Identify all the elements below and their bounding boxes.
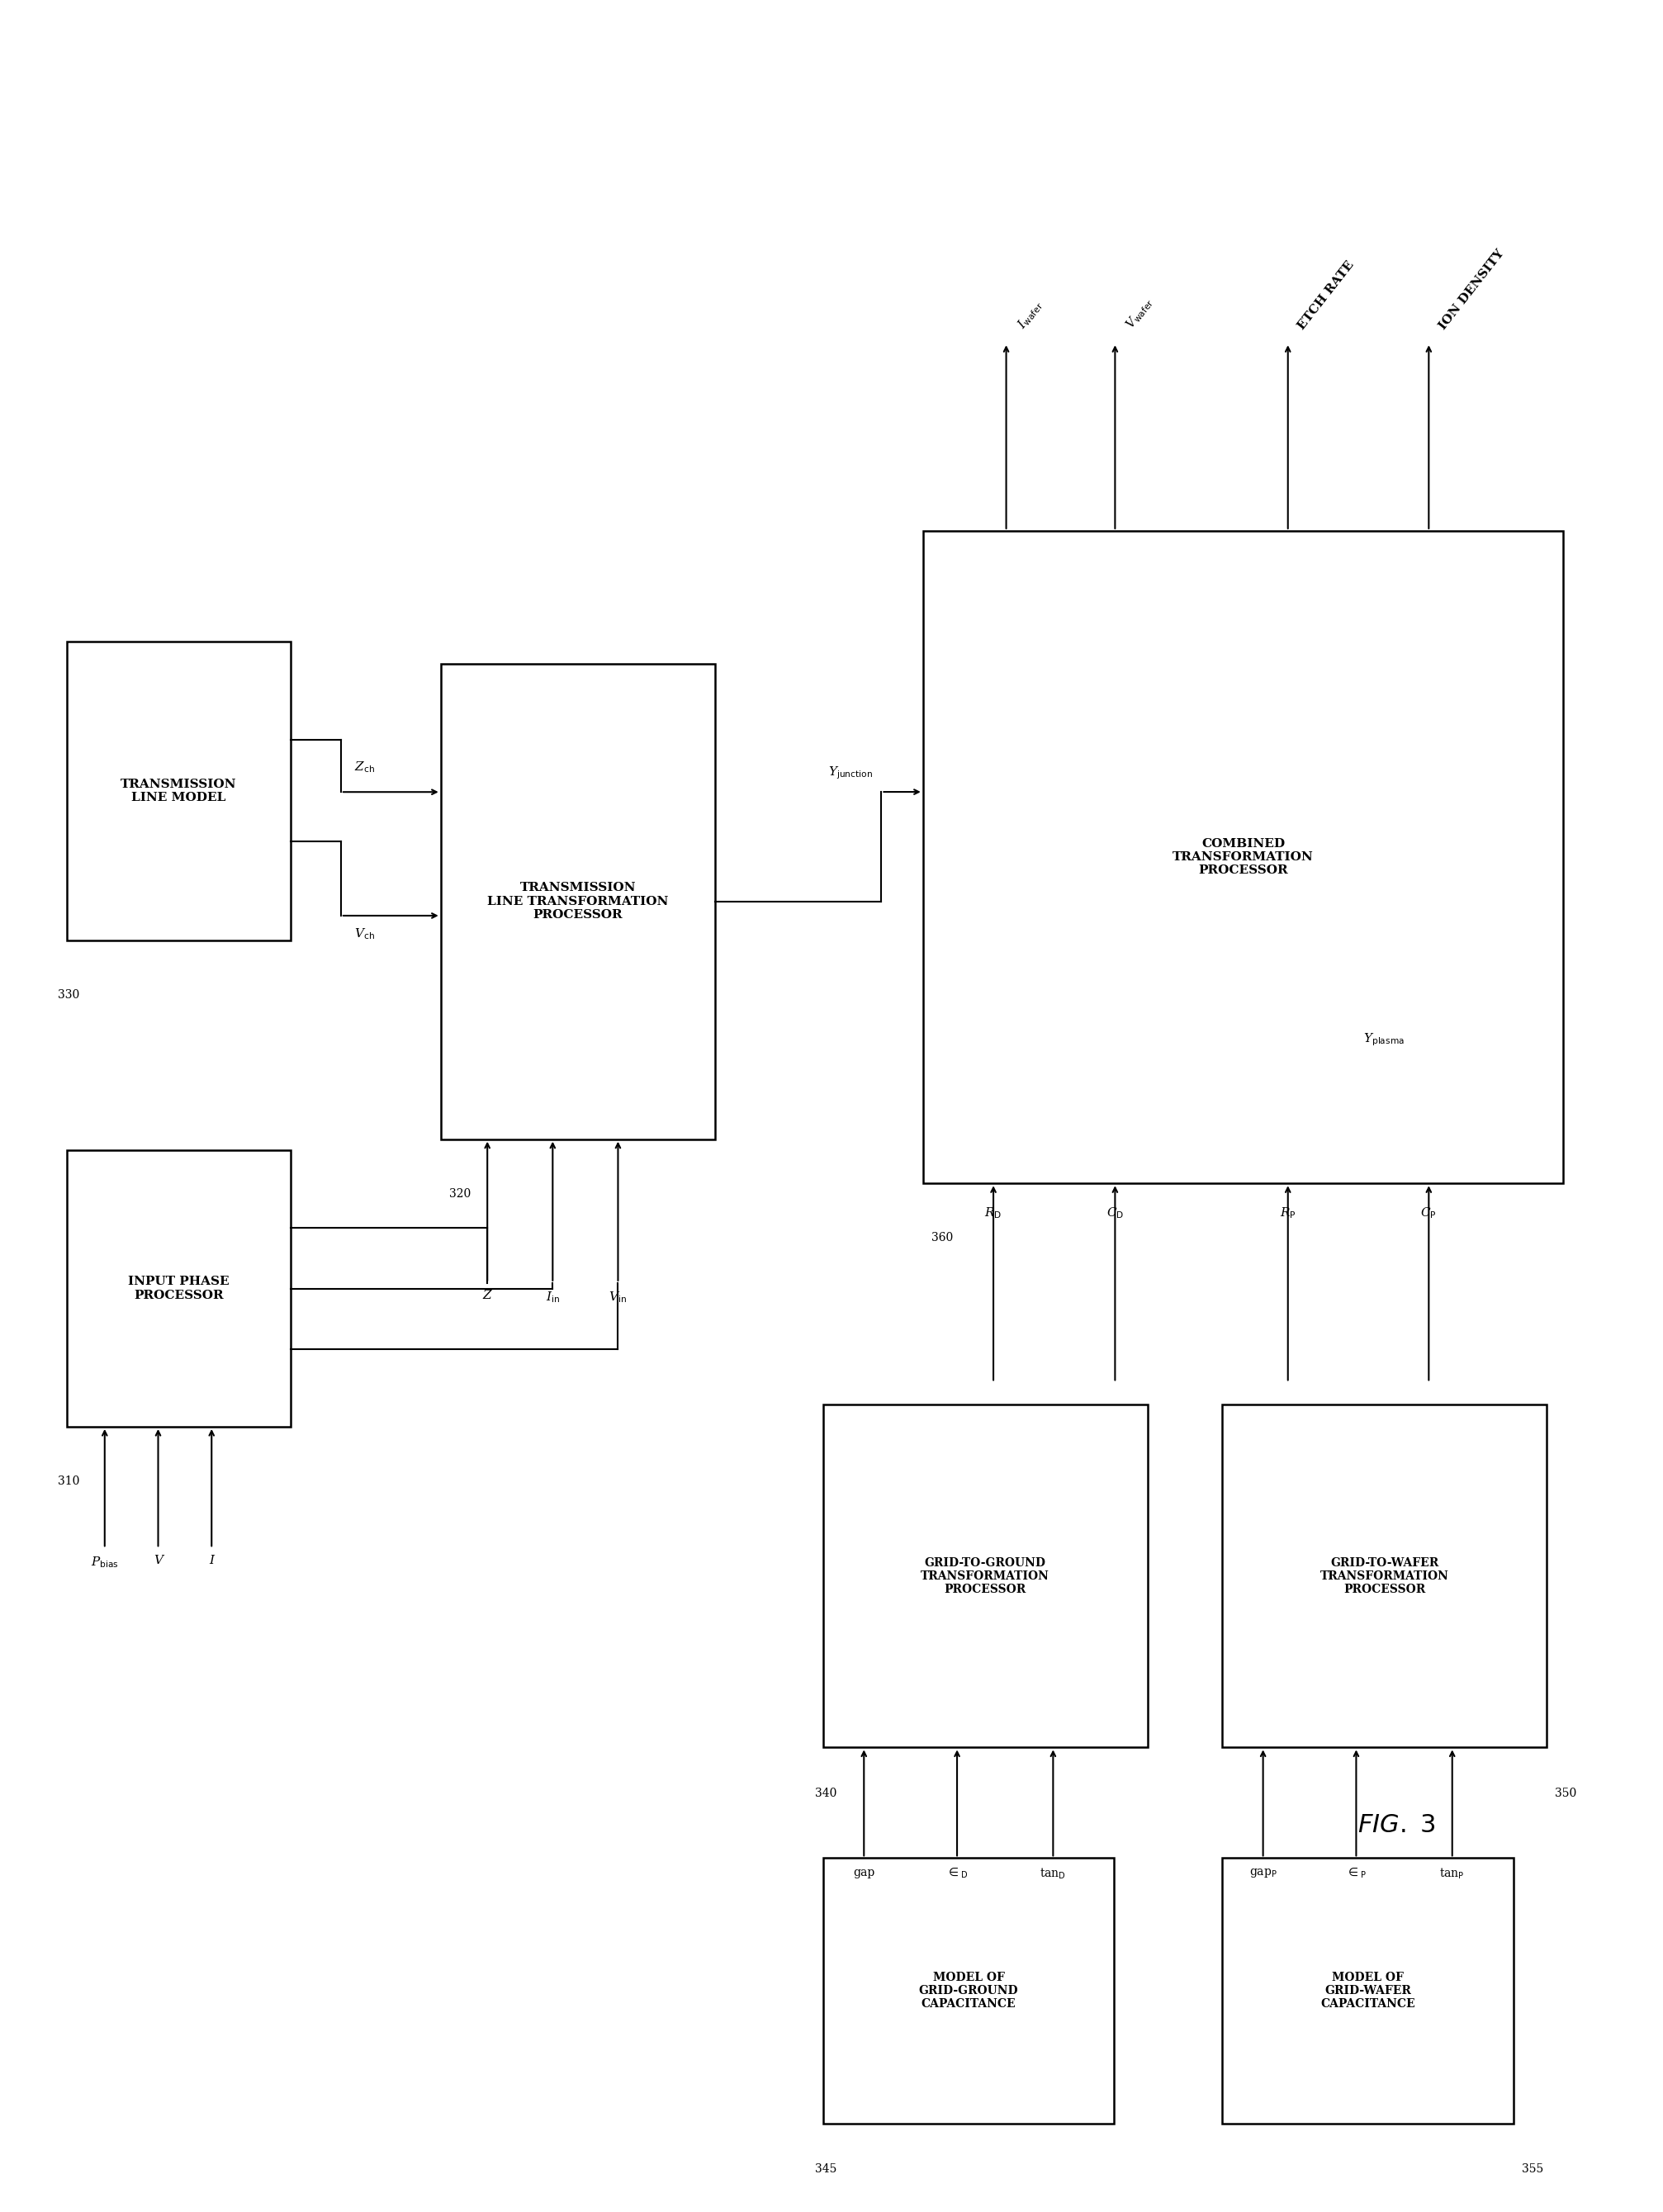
FancyBboxPatch shape: [923, 531, 1563, 1183]
Text: GRID-TO-WAFER
TRANSFORMATION
PROCESSOR: GRID-TO-WAFER TRANSFORMATION PROCESSOR: [1320, 1557, 1448, 1595]
Text: gap$_{\rm P}$: gap$_{\rm P}$: [1249, 1867, 1277, 1880]
Text: Z$_{\rm ch}$: Z$_{\rm ch}$: [354, 759, 374, 774]
Text: 355: 355: [1522, 2163, 1543, 2174]
Text: 310: 310: [58, 1475, 80, 1486]
Text: C$_{\rm D}$: C$_{\rm D}$: [1106, 1206, 1124, 1221]
FancyBboxPatch shape: [823, 1858, 1114, 2124]
FancyBboxPatch shape: [441, 664, 715, 1139]
FancyBboxPatch shape: [1222, 1858, 1513, 2124]
Text: 350: 350: [1555, 1787, 1577, 1798]
Text: V$_{\rm ch}$: V$_{\rm ch}$: [354, 927, 374, 942]
Text: TRANSMISSION
LINE MODEL: TRANSMISSION LINE MODEL: [121, 779, 236, 803]
Text: 340: 340: [815, 1787, 836, 1798]
Text: MODEL OF
GRID-WAFER
CAPACITANCE: MODEL OF GRID-WAFER CAPACITANCE: [1320, 1971, 1415, 2011]
Text: V$_{\rm in}$: V$_{\rm in}$: [609, 1290, 627, 1305]
FancyBboxPatch shape: [823, 1405, 1147, 1747]
FancyBboxPatch shape: [67, 641, 291, 940]
Text: R$_{\rm P}$: R$_{\rm P}$: [1281, 1206, 1295, 1221]
Text: $FIG.\ 3$: $FIG.\ 3$: [1357, 1812, 1437, 1838]
Text: GRID-TO-GROUND
TRANSFORMATION
PROCESSOR: GRID-TO-GROUND TRANSFORMATION PROCESSOR: [921, 1557, 1049, 1595]
Text: gap: gap: [853, 1867, 875, 1878]
Text: 345: 345: [815, 2163, 836, 2174]
Text: P$_{\rm bias}$: P$_{\rm bias}$: [91, 1555, 118, 1571]
Text: C$_{\rm P}$: C$_{\rm P}$: [1420, 1206, 1437, 1221]
Text: 360: 360: [931, 1232, 953, 1243]
Text: ETCH RATE: ETCH RATE: [1295, 259, 1357, 332]
Text: MODEL OF
GRID-GROUND
CAPACITANCE: MODEL OF GRID-GROUND CAPACITANCE: [920, 1971, 1018, 2011]
Text: Z: Z: [482, 1290, 492, 1301]
Text: 320: 320: [449, 1188, 471, 1199]
Text: Y$_{\rm plasma}$: Y$_{\rm plasma}$: [1364, 1031, 1405, 1048]
Text: COMBINED
TRANSFORMATION
PROCESSOR: COMBINED TRANSFORMATION PROCESSOR: [1172, 838, 1314, 876]
Text: 330: 330: [58, 989, 80, 1000]
Text: $\in$$_{\rm P}$: $\in$$_{\rm P}$: [1345, 1867, 1367, 1880]
Text: I$_{\rm in}$: I$_{\rm in}$: [545, 1290, 560, 1305]
Text: Y$_{\rm junction}$: Y$_{\rm junction}$: [828, 765, 873, 781]
Text: TRANSMISSION
LINE TRANSFORMATION
PROCESSOR: TRANSMISSION LINE TRANSFORMATION PROCESS…: [487, 883, 669, 920]
Text: tan$_{\rm P}$: tan$_{\rm P}$: [1440, 1867, 1465, 1880]
Text: tan$_{\rm D}$: tan$_{\rm D}$: [1039, 1867, 1066, 1880]
FancyBboxPatch shape: [1222, 1405, 1547, 1747]
Text: ION DENSITY: ION DENSITY: [1437, 248, 1507, 332]
Text: R$_{\rm D}$: R$_{\rm D}$: [984, 1206, 1003, 1221]
Text: $\in$$_{\rm D}$: $\in$$_{\rm D}$: [946, 1867, 968, 1880]
Text: V: V: [153, 1555, 163, 1566]
Text: V$_{\rm wafer}$: V$_{\rm wafer}$: [1124, 294, 1157, 332]
Text: I$_{\rm wafer}$: I$_{\rm wafer}$: [1014, 299, 1046, 332]
FancyBboxPatch shape: [67, 1150, 291, 1427]
Text: I: I: [210, 1555, 215, 1566]
Text: INPUT PHASE
PROCESSOR: INPUT PHASE PROCESSOR: [128, 1276, 229, 1301]
